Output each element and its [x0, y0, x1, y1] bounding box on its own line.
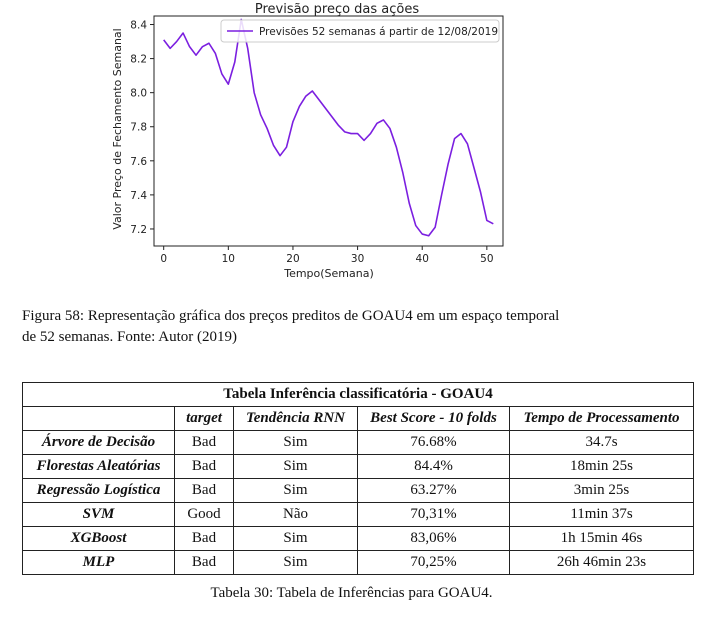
plot-frame [153, 15, 504, 247]
y-axis-label: Valor Preço de Fechamento Semanal [111, 28, 124, 229]
header-score: Best Score - 10 folds [357, 406, 510, 431]
prediction-chart: Previsão preço das ações 7.2 7.4 7.6 7.8 8.0… [0, 0, 703, 290]
row-target: Bad [174, 550, 234, 575]
row-target: Bad [174, 478, 234, 503]
legend-box [220, 19, 500, 43]
x-tick-label: 50 [480, 253, 493, 265]
row-model-name: XGBoost [22, 526, 175, 551]
row-trend: Sim [233, 454, 358, 479]
row-score: 76.68% [357, 430, 510, 455]
header-time: Tempo de Processamento [509, 406, 694, 431]
row-time: 1h 15min 46s [509, 526, 694, 551]
y-tick-label: 7.4 [130, 190, 147, 202]
row-time: 11min 37s [509, 502, 694, 527]
row-model-name: SVM [22, 502, 175, 527]
row-score: 70,25% [357, 550, 510, 575]
row-model-name: Regressão Logística [22, 478, 175, 503]
header-target: target [174, 406, 234, 431]
x-tick-label: 10 [222, 253, 235, 265]
row-time: 26h 46min 23s [509, 550, 694, 575]
row-score: 70,31% [357, 502, 510, 527]
row-score: 63.27% [357, 478, 510, 503]
table-title: Tabela Inferência classificatória - GOAU… [22, 382, 694, 407]
row-model-name: Árvore de Decisão [22, 430, 175, 455]
row-score: 83,06% [357, 526, 510, 551]
table-caption: Tabela 30: Tabela de Inferências para GO… [210, 585, 493, 601]
y-tick-label: 8.0 [130, 88, 147, 100]
row-time: 34.7s [509, 430, 694, 455]
row-target: Bad [174, 430, 234, 455]
table-row: SVM Good Não 70,31% 11min 37s [22, 502, 694, 527]
x-axis-label: Tempo(Semana) [283, 267, 374, 280]
y-tick-label: 8.4 [130, 20, 147, 32]
header-trend: Tendência RNN [233, 406, 358, 431]
y-tick-label: 7.8 [130, 122, 147, 134]
row-trend: Sim [233, 550, 358, 575]
y-tick-label: 8.2 [130, 54, 147, 66]
x-tick-label: 30 [351, 253, 364, 265]
legend-label: Previsões 52 semanas á partir de 12/08/2… [259, 26, 498, 38]
figure-caption-line1: Figura 58: Representação gráfica dos pre… [22, 308, 560, 324]
table-row: XGBoost Bad Sim 83,06% 1h 15min 46s [22, 526, 694, 551]
plot-area: 7.2 7.4 7.6 7.8 8.0 8.2 8.4 0 10 20 30 40 50 Previsõe… [130, 15, 504, 265]
y-tick-label: 7.2 [130, 224, 147, 236]
chart-title: Previsão preço das ações [255, 2, 420, 17]
figure-caption-line2: de 52 semanas. Fonte: Autor (2019) [22, 329, 237, 345]
header-empty [22, 406, 175, 431]
row-trend: Sim [233, 526, 358, 551]
row-target: Bad [174, 454, 234, 479]
x-tick-label: 40 [416, 253, 429, 265]
x-tick-label: 0 [160, 253, 167, 265]
row-trend: Não [233, 502, 358, 527]
row-model-name: Florestas Aleatórias [22, 454, 175, 479]
y-tick-label: 7.6 [130, 156, 147, 168]
table-header-row: target Tendência RNN Best Score - 10 fol… [22, 406, 694, 431]
table-row: Florestas Aleatórias Bad Sim 84.4% 18min… [22, 454, 694, 479]
row-trend: Sim [233, 430, 358, 455]
row-time: 18min 25s [509, 454, 694, 479]
figure-caption: Figura 58: Representação gráfica dos pre… [22, 306, 622, 348]
row-time: 3min 25s [509, 478, 694, 503]
table-title-row: Tabela Inferência classificatória - GOAU… [22, 382, 694, 407]
table-row: Árvore de Decisão Bad Sim 76.68% 34.7s [22, 430, 694, 455]
table-row: MLP Bad Sim 70,25% 26h 46min 23s [22, 550, 694, 575]
row-target: Good [174, 502, 234, 527]
x-tick-label: 20 [286, 253, 299, 265]
series-line [163, 18, 494, 237]
row-target: Bad [174, 526, 234, 551]
row-model-name: MLP [22, 550, 175, 575]
chart-svg: Previsão preço das ações 7.2 7.4 7.6 7.8 8.0… [111, 2, 504, 280]
row-score: 84.4% [357, 454, 510, 479]
inference-table: Tabela Inferência classificatória - GOAU… [22, 382, 694, 575]
row-trend: Sim [233, 478, 358, 503]
table-row: Regressão Logística Bad Sim 63.27% 3min … [22, 478, 694, 503]
